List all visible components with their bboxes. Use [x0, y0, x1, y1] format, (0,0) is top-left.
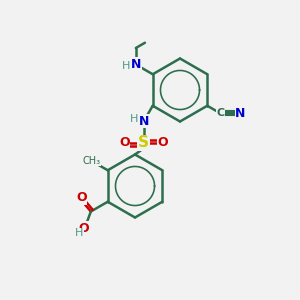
Text: CH₃: CH₃ — [82, 156, 100, 166]
Text: O: O — [119, 136, 130, 149]
Text: N: N — [235, 107, 246, 120]
Text: H: H — [130, 114, 138, 124]
Text: O: O — [78, 221, 89, 235]
Text: N: N — [130, 58, 141, 71]
Text: S: S — [138, 135, 149, 150]
Text: N: N — [139, 115, 149, 128]
Text: O: O — [158, 136, 168, 149]
Text: C: C — [216, 108, 224, 118]
Text: H: H — [122, 61, 130, 71]
Text: H: H — [75, 228, 83, 239]
Text: O: O — [76, 191, 86, 204]
